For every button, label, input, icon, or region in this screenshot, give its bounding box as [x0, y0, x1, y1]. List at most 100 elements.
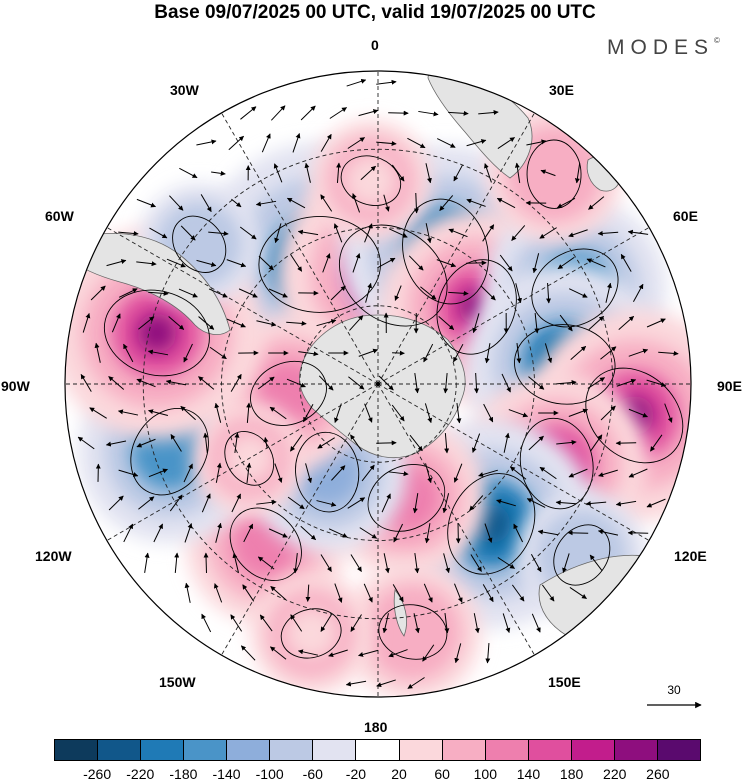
- meridian-line: [221, 112, 379, 385]
- wind-arrow: [569, 587, 587, 599]
- colorbar-swatch: [528, 740, 572, 760]
- colorbar-tick-label: 180: [559, 766, 584, 782]
- lon-label-30e: 30E: [549, 82, 574, 98]
- wind-arrow: [345, 680, 367, 687]
- wind-arrow: [618, 315, 635, 331]
- lon-label-150w: 150W: [159, 674, 196, 690]
- wind-arrow: [203, 552, 209, 574]
- colorbar-tick-label: 100: [473, 766, 498, 782]
- anomaly-center: [310, 119, 432, 242]
- wind-arrow: [620, 253, 632, 272]
- colorbar-swatch: [485, 740, 529, 760]
- wind-arrow: [174, 552, 180, 574]
- wind-arrow: [482, 224, 495, 242]
- wind-arrow: [292, 133, 301, 153]
- wind-arrow: [526, 498, 546, 508]
- wind-arrow: [117, 409, 139, 416]
- wind-arrow: [196, 139, 217, 146]
- graticule: [65, 71, 691, 697]
- wind-arrow: [627, 229, 649, 235]
- wind-arrow: [184, 582, 191, 603]
- wind-arrow: [286, 320, 307, 326]
- meridian-line: [106, 383, 379, 541]
- wind-arrow: [348, 376, 365, 390]
- wind-arrow: [394, 285, 402, 301]
- wind-arrow: [497, 557, 515, 569]
- wind-arrow: [361, 464, 375, 482]
- wind-arrow: [393, 523, 404, 543]
- wind-arrow: [540, 169, 556, 177]
- wind-arrow: [664, 403, 673, 423]
- wind-arrow: [138, 316, 155, 330]
- wind-arrow: [448, 290, 469, 296]
- polar-map: [64, 70, 692, 698]
- wind-arrow: [568, 468, 588, 478]
- wind-arrow: [539, 227, 557, 239]
- wind-arrow: [108, 376, 125, 390]
- wind-arrow: [274, 463, 283, 483]
- wind-arrow: [453, 164, 463, 182]
- wind-arrow: [320, 194, 333, 212]
- wind-arrow: [388, 228, 408, 238]
- wind-arrow: [168, 316, 185, 330]
- wind-arrow: [496, 197, 516, 209]
- wind-arrow: [413, 613, 420, 634]
- wind-arrow: [144, 552, 150, 573]
- anomaly-contours: [103, 139, 684, 660]
- wind-arrow: [526, 139, 547, 146]
- colorbar-tick-label: 220: [603, 766, 627, 782]
- anomaly-contour: [258, 215, 381, 313]
- wind-arrow: [290, 254, 303, 272]
- south-pole-marker: [376, 382, 380, 386]
- lon-label-150e: 150E: [548, 674, 581, 690]
- wind-arrow: [352, 253, 361, 273]
- wind-arrow: [363, 583, 373, 603]
- wind-arrow: [425, 163, 432, 184]
- wind-arrow: [570, 346, 587, 360]
- anomaly-contour: [250, 360, 327, 426]
- wind-arrow: [118, 469, 139, 477]
- anomaly-contour: [378, 604, 448, 660]
- wind-arrow: [256, 499, 277, 505]
- anomaly-contour: [224, 431, 275, 486]
- wind-arrow: [201, 613, 212, 633]
- wind-arrow: [358, 649, 378, 657]
- wind-arrow: [544, 343, 553, 364]
- wind-arrow: [418, 110, 439, 117]
- wind-arrow: [574, 163, 581, 184]
- anomaly-contour: [436, 259, 517, 355]
- lon-label-180: 180: [364, 719, 388, 735]
- wind-arrow: [214, 402, 222, 423]
- wind-arrow: [213, 583, 223, 603]
- anomaly-contour: [402, 198, 489, 305]
- copyright-mark: ©: [714, 36, 720, 45]
- wind-arrow: [298, 351, 319, 357]
- wind-arrow: [381, 493, 391, 513]
- wind-arrow: [409, 434, 423, 452]
- wind-arrow: [286, 197, 306, 209]
- anomaly-contour: [340, 155, 402, 206]
- wind-arrow: [350, 554, 362, 572]
- anomaly-contour: [519, 417, 594, 510]
- wind-arrow: [413, 192, 419, 214]
- wind-arrow: [232, 552, 239, 573]
- colorbar-swatch: [55, 740, 99, 760]
- wind-arrow: [383, 553, 390, 574]
- colorbar-swatch: [313, 740, 357, 760]
- wind-arrow: [297, 229, 319, 236]
- wind-arrow: [82, 312, 91, 333]
- wind-arrow: [273, 163, 283, 183]
- wind-arrow: [478, 469, 498, 477]
- wind-arrow: [184, 523, 193, 543]
- wind-arrow: [228, 135, 244, 151]
- wind-arrow: [454, 583, 463, 603]
- wind-arrow: [557, 256, 575, 270]
- wind-arrow: [257, 376, 275, 390]
- wind-arrow: [147, 349, 169, 356]
- wind-arrow: [226, 318, 246, 328]
- colorbar-swatch: [614, 740, 658, 760]
- wind-arrow: [438, 316, 455, 330]
- wind-arrow: [349, 315, 364, 331]
- meridian-line: [377, 227, 650, 385]
- wind-arrow: [589, 554, 603, 572]
